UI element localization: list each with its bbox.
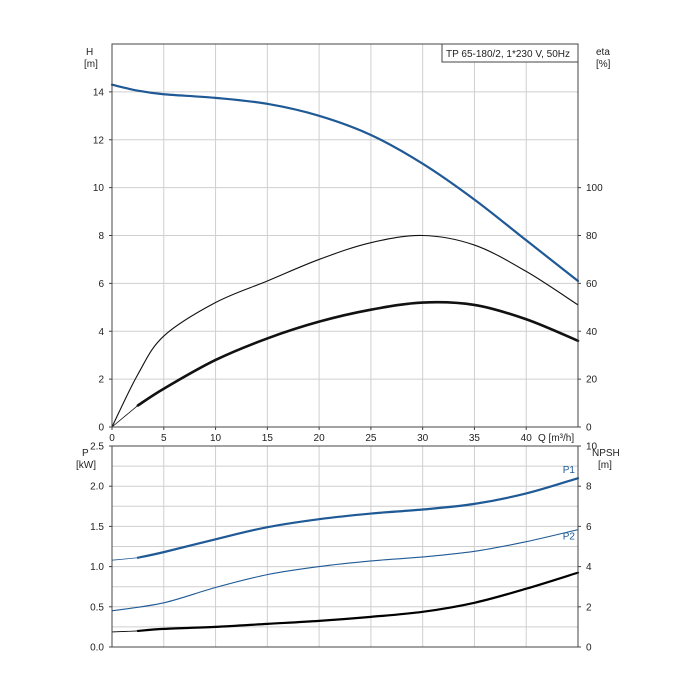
top-right-tick-label: 40 [586,327,598,338]
x-tick-label: 10 [210,433,222,444]
top-left-tick-label: 6 [98,279,104,290]
series-label-p2: P2 [563,532,576,543]
top-left-tick-label: 14 [93,87,105,98]
top-series-eta_overall-lead [111,405,139,428]
x-tick-label: 15 [262,433,274,444]
curve-layer: P1 P2 [110,83,580,633]
top-left-axis-symbol: H [86,47,93,58]
series-label-p1: P1 [563,465,576,476]
top-right-tick-label: 20 [586,375,598,386]
bottom-left-tick-label: 1.5 [90,522,104,533]
bottom-series-p2 [111,529,579,612]
top-right-axis-symbol: eta [596,47,610,58]
grid-layer [112,43,578,647]
bottom-left-tick-label: 1.0 [90,562,104,573]
top-left-tick-label: 4 [98,327,104,338]
top-right-tick-label: 80 [586,231,598,242]
bottom-right-tick-label: 4 [586,562,592,573]
top-right-tick-label: 60 [586,279,598,290]
bottom-right-tick-label: 8 [586,482,592,493]
bottom-right-axis-symbol: NPSH [592,448,620,459]
top-right-tick-label: 0 [586,423,592,434]
bottom-left-tick-label: 2.0 [90,482,104,493]
x-tick-label: 0 [109,433,115,444]
bottom-left-axis-symbol: P [82,448,89,459]
bottom-left-tick-label: 2.5 [90,442,104,453]
title-box [441,43,579,63]
bottom-right-axis-unit: [m] [598,460,612,471]
bottom-right-tick-label: 10 [586,442,598,453]
top-left-tick-label: 0 [98,423,104,434]
top-left-tick-label: 2 [98,375,104,386]
x-tick-label: 40 [521,433,533,444]
top-left-axis-unit: [m] [84,59,98,70]
x-axis-label: Q [m³/h] [538,433,574,444]
x-tick-label: 25 [365,433,377,444]
bottom-right-tick-label: 0 [586,643,592,654]
x-tick-label: 35 [469,433,481,444]
bottom-series-npsh [136,571,580,633]
x-tick-label: 30 [417,433,429,444]
bottom-right-tick-label: 6 [586,522,592,533]
bottom-plot-frame [111,445,579,648]
x-tick-label: 20 [314,433,326,444]
top-series-h [110,83,580,283]
chart-title: TP 65-180/2, 1*230 V, 50Hz [446,49,570,60]
bottom-left-tick-label: 0.5 [90,602,104,613]
bottom-right-tick-label: 2 [586,602,592,613]
bottom-series-npsh-lead [111,630,139,633]
top-series-eta_overall [136,300,580,407]
top-series-eta [111,234,579,428]
bottom-left-tick-label: 0.0 [90,643,104,654]
tick-layer: 0 5 10 15 20 25 30 35 40024681012140204060801000… [90,87,603,653]
x-tick-label: 5 [161,433,167,444]
top-left-tick-label: 8 [98,231,104,242]
top-right-tick-label: 100 [586,183,603,194]
bottom-series-p1-lead [111,557,139,561]
axis-layer: TP 65-180/2, 1*230 V, 50Hz H [m] eta [%]… [76,43,620,648]
top-right-axis-unit: [%] [596,59,611,70]
bottom-left-axis-unit: [kW] [76,460,96,471]
top-left-tick-label: 10 [93,183,105,194]
top-left-tick-label: 12 [93,135,105,146]
bottom-series-p1 [136,477,580,559]
